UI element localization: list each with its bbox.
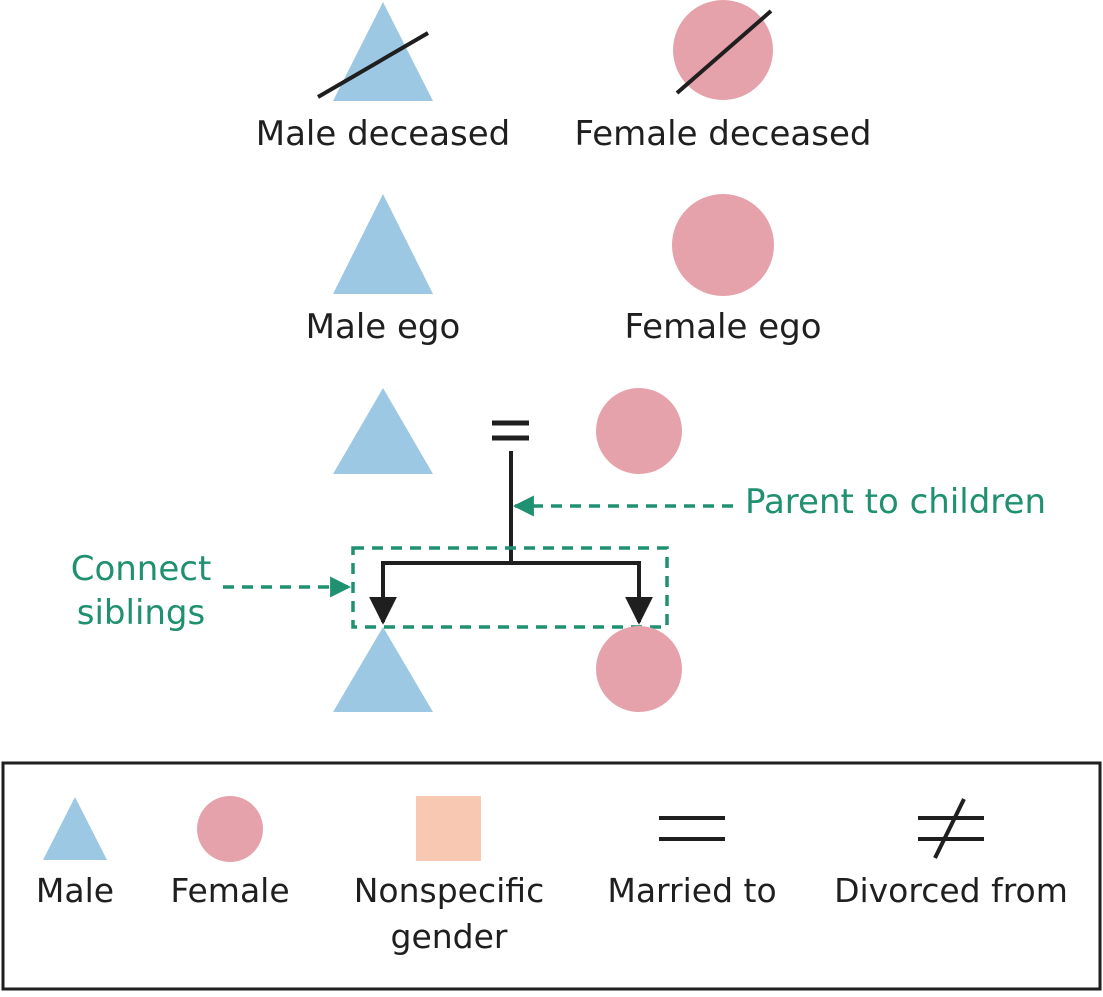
legend-item-divorced: Divorced from — [834, 798, 1068, 910]
male-ego-triangle-icon — [333, 194, 433, 294]
father-triangle-icon — [333, 388, 433, 474]
not-equals-icon — [918, 798, 984, 859]
legend-married-label: Married to — [607, 871, 776, 910]
siblings-highlight-box — [351, 546, 669, 629]
male-ego-label: Male ego — [306, 307, 461, 347]
siblings-annotation-line2: siblings — [77, 593, 205, 633]
sibling-bar — [369, 561, 653, 625]
married-equals-icon — [492, 420, 529, 441]
legend-nonspecific-label-line1: Nonspecific — [354, 871, 544, 910]
legend-item-male: Male — [36, 797, 114, 910]
legend-item-married: Married to — [607, 816, 777, 910]
deceased-strike-icon — [316, 31, 430, 99]
siblings-annotation-line1: Connect — [71, 549, 212, 589]
legend-item-nonspecific: Nonspecific gender — [354, 796, 544, 956]
square-icon — [416, 796, 481, 861]
female-ego-label: Female ego — [624, 307, 821, 347]
son-triangle-icon — [333, 627, 433, 712]
male-deceased-triangle-icon — [333, 2, 433, 101]
legend-female-label: Female — [170, 871, 289, 910]
daughter-circle-icon — [596, 626, 682, 712]
female-ego-circle-icon — [672, 194, 774, 296]
female-deceased-symbol — [673, 0, 773, 100]
male-deceased-symbol — [316, 2, 433, 101]
legend: Male Female Nonspecific gender Married t… — [1, 761, 1102, 991]
equals-icon — [659, 816, 725, 841]
legend-divorced-label: Divorced from — [834, 871, 1068, 910]
mother-circle-icon — [596, 388, 682, 474]
triangle-icon — [43, 797, 107, 860]
female-deceased-label: Female deceased — [575, 114, 872, 154]
circle-icon — [197, 796, 263, 862]
legend-nonspecific-label-line2: gender — [391, 917, 508, 956]
deceased-strike-icon — [675, 9, 773, 95]
legend-frame — [1, 761, 1102, 991]
legend-male-label: Male — [36, 871, 114, 910]
legend-item-female: Female — [170, 796, 290, 910]
parent-annotation-label: Parent to children — [745, 482, 1046, 522]
male-deceased-label: Male deceased — [256, 114, 511, 154]
